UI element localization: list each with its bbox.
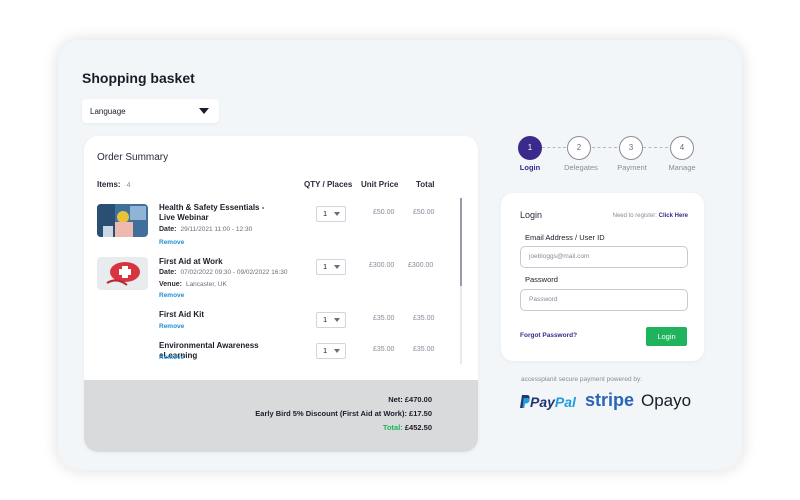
line-total: £35.00 xyxy=(413,315,435,322)
discount-line: Early Bird 5% Discount (First Aid at Wor… xyxy=(255,409,432,418)
step-2-delegates[interactable]: 2 xyxy=(567,136,591,160)
quantity-select[interactable]: 1 xyxy=(316,259,346,275)
product-date: Date: 07/02/2022 09:30 - 09/02/2022 16:30 xyxy=(159,269,288,276)
date-value: 29/11/2021 11:00 - 12:30 xyxy=(180,226,253,233)
scrollbar[interactable] xyxy=(460,198,462,364)
step-connector xyxy=(592,147,617,148)
qty-header: QTY / Places xyxy=(304,180,353,189)
unit-price-header: Unit Price xyxy=(361,180,399,189)
items-label: Items: xyxy=(97,180,121,189)
language-label: Language xyxy=(90,107,126,116)
password-label: Password xyxy=(525,275,558,284)
login-button[interactable]: Login xyxy=(646,327,687,346)
step-1-login[interactable]: 1 xyxy=(518,136,542,160)
remove-link[interactable]: Remove xyxy=(159,292,185,299)
register-text: Need to register: xyxy=(612,213,657,219)
step-4-manage[interactable]: 4 xyxy=(670,136,694,160)
remove-link[interactable]: Remove xyxy=(159,239,185,246)
product-name: First Aid Kit xyxy=(159,310,205,319)
step-label-manage: Manage xyxy=(668,163,696,172)
forgot-password-link[interactable]: Forgot Password? xyxy=(520,332,578,339)
quantity-value: 1 xyxy=(323,346,328,355)
product-name: First Aid at Work xyxy=(159,257,223,266)
caret-down-icon xyxy=(334,265,340,269)
opayo-logo: Opayo xyxy=(641,391,692,410)
line-total: £50.00 xyxy=(413,209,435,216)
unit-price: £50.00 xyxy=(373,209,395,216)
product-name: Health & Safety Essentials - Live Webina… xyxy=(159,203,265,222)
language-select[interactable]: Language xyxy=(82,99,219,123)
step-3-payment[interactable]: 3 xyxy=(619,136,643,160)
quantity-value: 1 xyxy=(323,209,328,218)
product-venue: Venue: Lancaster, UK xyxy=(159,281,227,288)
step-label-login: Login xyxy=(519,163,541,172)
step-label-payment: Payment xyxy=(617,163,647,172)
paypal-logo: PayPal xyxy=(520,394,576,410)
caret-down-icon xyxy=(334,212,340,216)
email-placeholder: joebloggs@mail.com xyxy=(529,253,590,260)
login-panel: Login Need to register: Click Here Email… xyxy=(501,193,704,361)
stripe-logo: stripe xyxy=(585,390,635,410)
venue-value: Lancaster, UK xyxy=(185,281,227,288)
page-title: Shopping basket xyxy=(82,70,195,86)
product-name: Environmental Awareness eLearning xyxy=(159,341,259,360)
totals-panel: Net: £470.00 Early Bird 5% Discount (Fir… xyxy=(84,380,478,452)
line-total: £300.00 xyxy=(408,262,434,269)
email-label: Email Address / User ID xyxy=(525,233,605,242)
line-total: £35.00 xyxy=(413,346,435,353)
items-header: Items: 4 xyxy=(97,180,130,189)
total-value: £452.50 xyxy=(404,423,432,432)
unit-price: £35.00 xyxy=(373,315,395,322)
caret-down-icon xyxy=(334,349,340,353)
step-connector xyxy=(643,147,668,148)
paypal-icon xyxy=(520,395,530,408)
register-link[interactable]: Click Here xyxy=(658,213,688,219)
unit-price: £300.00 xyxy=(369,262,395,269)
remove-link[interactable]: Remove xyxy=(159,323,185,330)
email-field[interactable]: joebloggs@mail.com xyxy=(520,246,688,268)
quantity-select[interactable]: 1 xyxy=(316,343,346,359)
paypal-text-a: Pay xyxy=(530,394,555,410)
quantity-value: 1 xyxy=(323,315,328,324)
password-placeholder: Password xyxy=(529,296,558,303)
items-count: 4 xyxy=(126,182,131,189)
paypal-text-b: Pal xyxy=(554,394,576,410)
order-summary-panel: Order Summary Items: 4 QTY / Places Unit … xyxy=(84,136,478,452)
password-field[interactable]: Password xyxy=(520,289,688,311)
quantity-select[interactable]: 1 xyxy=(316,206,346,222)
product-image-webinar xyxy=(97,204,148,237)
product-image-first-aid xyxy=(97,257,148,290)
step-label-delegates: Delegates xyxy=(564,163,598,172)
chevron-down-icon xyxy=(199,108,209,114)
date-value: 07/02/2022 09:30 - 09/02/2022 16:30 xyxy=(180,269,288,276)
product-date: Date: 29/11/2021 11:00 - 12:30 xyxy=(159,226,252,233)
venue-label: Venue: xyxy=(159,281,182,288)
date-label: Date: xyxy=(159,269,177,276)
scrollbar-thumb[interactable] xyxy=(460,198,462,286)
date-label: Date: xyxy=(159,226,177,233)
remove-link[interactable]: Remove xyxy=(159,354,185,361)
total-label: Total: xyxy=(382,423,403,432)
unit-price: £35.00 xyxy=(373,346,395,353)
net-total: Net: £470.00 xyxy=(388,395,432,404)
register-prompt: Need to register: Click Here xyxy=(613,213,688,219)
login-title: Login xyxy=(520,210,543,220)
total-header: Total xyxy=(416,180,435,189)
secure-payment-text: accessplanit secure payment powered by: xyxy=(521,376,643,383)
grand-total: Total: £452.50 xyxy=(383,423,432,432)
order-summary-title: Order Summary xyxy=(97,152,169,163)
quantity-select[interactable]: 1 xyxy=(316,312,346,328)
caret-down-icon xyxy=(334,318,340,322)
quantity-value: 1 xyxy=(323,262,328,271)
step-connector xyxy=(542,147,566,148)
